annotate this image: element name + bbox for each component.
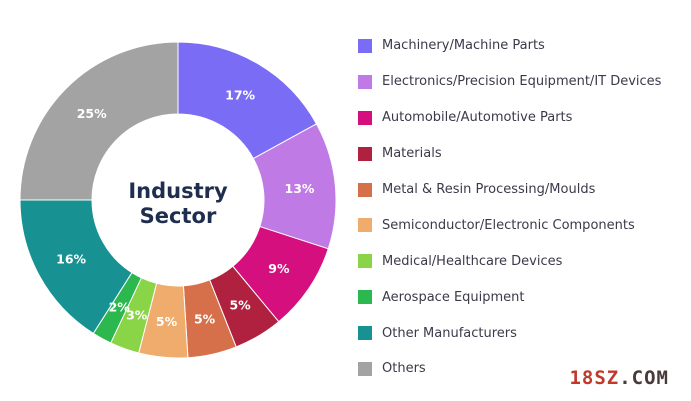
legend-swatch xyxy=(358,182,372,197)
legend-label: Medical/Healthcare Devices xyxy=(382,253,563,269)
legend-swatch xyxy=(358,38,372,53)
data-label-other-manufacturers: 16% xyxy=(56,251,86,266)
chart-title-line-1: Industry xyxy=(128,179,228,203)
legend-item-semiconductor-electronic-components: Semiconductor/Electronic Components xyxy=(358,207,661,243)
slice-others xyxy=(19,41,179,201)
data-label-medical-healthcare-devices: 3% xyxy=(126,307,148,322)
legend-item-aerospace-equipment: Aerospace Equipment xyxy=(358,279,661,315)
legend-label: Semiconductor/Electronic Components xyxy=(382,217,635,233)
legend-label: Others xyxy=(382,361,426,377)
data-label-materials: 5% xyxy=(229,298,251,313)
data-label-machinery-machine-parts: 17% xyxy=(225,88,255,103)
donut-chart: 17% 13% 9% 5% 5% 5% 3%2% 16% 25% Industry Sector xyxy=(19,41,337,359)
data-label-group: 17% 13% 9% 5% 5% 5% 3%2% 16% 25% xyxy=(56,88,315,330)
legend-swatch xyxy=(358,361,372,376)
legend-swatch xyxy=(358,290,372,305)
legend-item-medical-healthcare-devices: Medical/Healthcare Devices xyxy=(358,243,661,279)
watermark-part2: .COM xyxy=(619,367,669,389)
watermark: 18SZ.COM xyxy=(569,367,669,389)
legend-item-others: Others xyxy=(358,351,661,387)
chart-title-line-2: Sector xyxy=(140,204,217,228)
legend-swatch xyxy=(358,326,372,341)
legend-swatch xyxy=(358,146,372,161)
data-label-others: 25% xyxy=(77,106,107,121)
data-label-automobile-automotive-parts: 9% xyxy=(268,261,290,276)
legend: Machinery/Machine Parts Electronics/Preci… xyxy=(358,28,661,387)
data-label-electronics-precision-equipment-it-devices: 13% xyxy=(285,181,315,196)
legend-swatch xyxy=(358,110,372,125)
legend-item-electronics-precision-equipment-it-devices: Electronics/Precision Equipment/IT Devic… xyxy=(358,64,661,100)
legend-item-materials: Materials xyxy=(358,136,661,172)
slice-group xyxy=(19,41,337,359)
legend-item-metal-resin-processing-moulds: Metal & Resin Processing/Moulds xyxy=(358,172,661,208)
data-label-semiconductor-electronic-components: 5% xyxy=(156,314,178,329)
legend-label: Metal & Resin Processing/Moulds xyxy=(382,182,596,197)
legend-label: Electronics/Precision Equipment/IT Devic… xyxy=(382,74,662,90)
legend-swatch xyxy=(358,218,372,233)
legend-item-machinery-machine-parts: Machinery/Machine Parts xyxy=(358,28,661,64)
legend-swatch xyxy=(358,74,372,89)
legend-label: Machinery/Machine Parts xyxy=(382,38,545,54)
legend-item-automobile-automotive-parts: Automobile/Automotive Parts xyxy=(358,100,661,136)
legend-label: Other Manufacturers xyxy=(382,325,517,341)
data-label-metal-resin-processing-moulds: 5% xyxy=(194,312,216,327)
legend-item-other-manufacturers: Other Manufacturers xyxy=(358,315,661,351)
legend-label: Automobile/Automotive Parts xyxy=(382,110,573,126)
legend-swatch xyxy=(358,254,372,269)
watermark-part1: 18SZ xyxy=(569,367,620,389)
data-label-aerospace-equipment: 2% xyxy=(109,299,131,314)
legend-label: Materials xyxy=(382,146,442,162)
legend-label: Aerospace Equipment xyxy=(382,289,525,305)
slice-machinery-machine-parts xyxy=(177,41,318,160)
